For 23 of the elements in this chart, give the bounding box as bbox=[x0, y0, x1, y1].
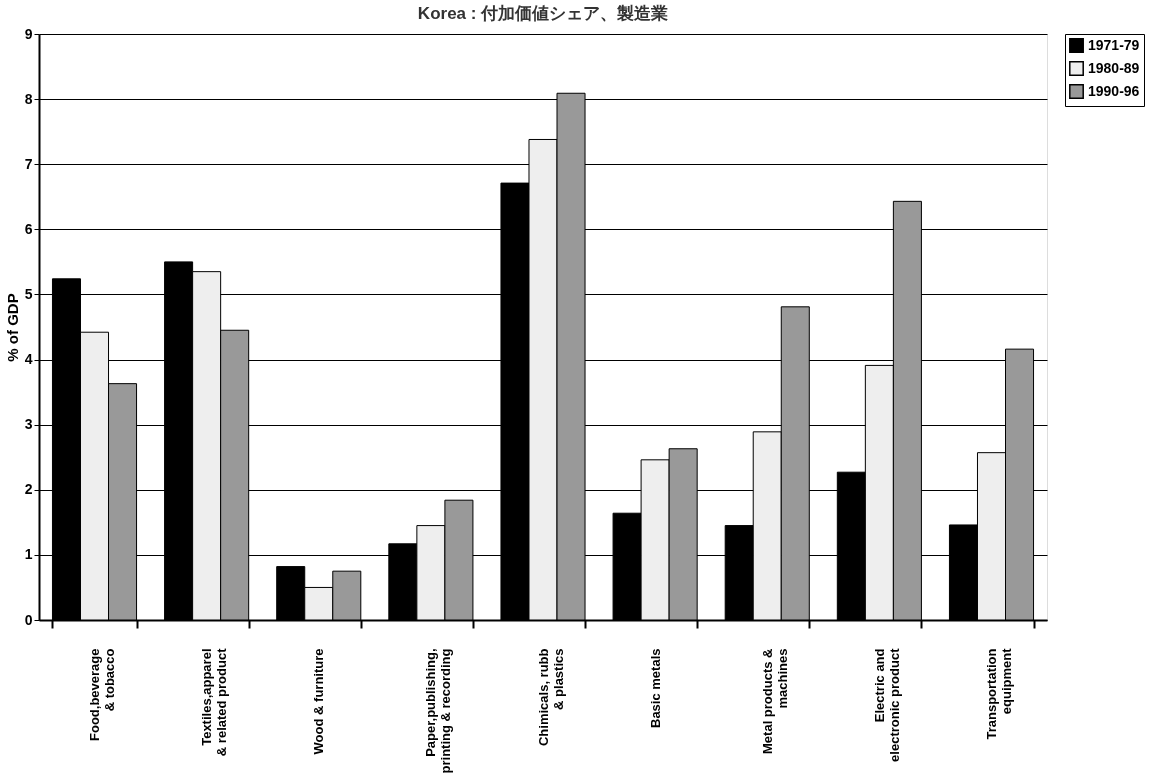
legend-label: 1990-96 bbox=[1088, 82, 1140, 99]
y-tick-label: 4 bbox=[24, 351, 33, 368]
x-tick-label: Metal products & machines bbox=[759, 648, 790, 754]
y-tick-label: 0 bbox=[24, 611, 33, 628]
y-tick-label: 8 bbox=[24, 90, 33, 107]
x-tick-label: Wood & furniture bbox=[311, 648, 327, 755]
y-tick-label: 5 bbox=[24, 285, 33, 302]
legend-label: 1971-79 bbox=[1088, 36, 1140, 53]
x-tick-label: Transportation equipment bbox=[984, 647, 1014, 740]
x-tick-label: Paper,publishing, printing & recording bbox=[423, 648, 454, 774]
x-tick-label: Chimicals, rubb & plastics bbox=[535, 648, 566, 747]
x-tick-label: Basic metals bbox=[647, 648, 663, 728]
y-tick-label: 9 bbox=[24, 25, 33, 42]
chart-title: Korea : 付加価値シェア、製造業 bbox=[417, 4, 669, 23]
y-tick-label: 6 bbox=[24, 220, 33, 237]
x-tick-label: Food,beverage & tobacco bbox=[87, 648, 117, 741]
y-axis-title: % of GDP bbox=[3, 293, 21, 362]
legend-label: 1980-89 bbox=[1088, 59, 1140, 76]
y-tick-label: 1 bbox=[24, 546, 33, 563]
y-tick-label: 3 bbox=[24, 416, 33, 433]
x-tick-label: Textiles,apparel & related product bbox=[199, 647, 230, 757]
y-tick-label: 2 bbox=[24, 481, 33, 498]
y-tick-label: 7 bbox=[24, 155, 33, 172]
